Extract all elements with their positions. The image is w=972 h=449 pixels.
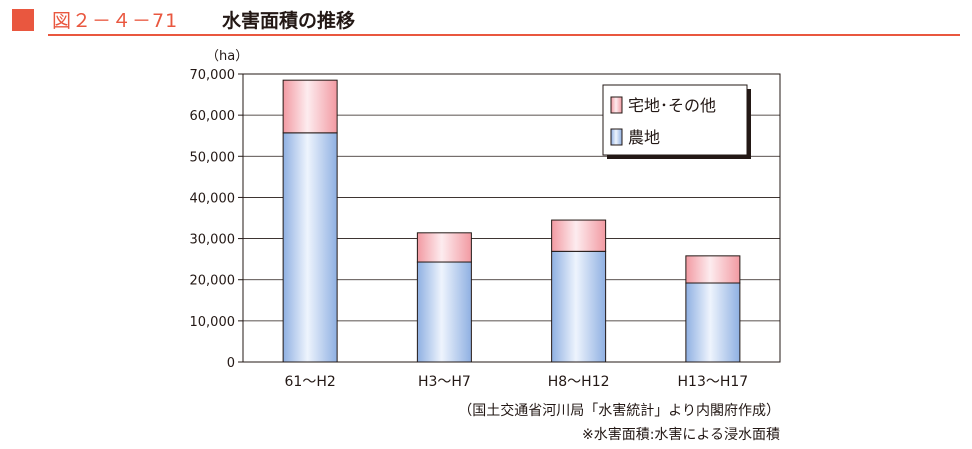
x-tick-label: H3～H7: [418, 374, 471, 390]
y-tick-label: 30,000: [190, 233, 236, 248]
y-tick-label: 20,000: [190, 274, 236, 289]
bar-farmland: [282, 132, 338, 363]
bar-farmland: [685, 282, 741, 363]
bar-residential: [551, 219, 607, 252]
legend: 農地 宅地･その他: [602, 84, 751, 159]
y-axis-ticks: 0 10,000 20,000 30,000 40,000 50,000 60,000 70,…: [190, 68, 243, 371]
legend-label-farmland: 農地: [628, 128, 660, 147]
definition-note: ※水害面積:水害による浸水面積: [581, 427, 780, 443]
x-tick-label: 61～H2: [285, 374, 336, 390]
x-axis-categories: 61～H2 H3～H7 H8～H12 H13～H17: [285, 374, 749, 390]
legend-swatch-farmland: [610, 128, 623, 146]
plot-frame: [242, 73, 781, 363]
legend-swatch-residential: [610, 96, 623, 114]
bar-farmland: [416, 261, 472, 363]
legend-label-residential: 宅地･その他: [628, 96, 716, 115]
header-rule: [48, 34, 960, 36]
x-tick-label: H13～H17: [678, 374, 749, 390]
figure-header: 図２－４－71 水害面積の推移: [0, 0, 972, 40]
source-note: （国土交通省河川局「水害統計」より内閣府作成）: [458, 403, 780, 419]
legend-box: [602, 84, 748, 156]
x-tick-label: H8～H12: [548, 374, 610, 390]
bar-farmland: [551, 250, 607, 363]
bar-residential: [282, 79, 338, 134]
y-tick-label: 40,000: [190, 191, 236, 206]
figure-number: 図２－４－71: [52, 10, 179, 32]
figure-marker-square: [12, 9, 34, 31]
y-tick-label: 50,000: [190, 150, 236, 165]
y-tick-label: 10,000: [190, 315, 236, 330]
bar-residential: [416, 232, 472, 263]
bar-residential: [685, 255, 741, 284]
y-tick-label: 0: [227, 356, 235, 371]
y-axis-unit: （ha）: [206, 49, 248, 64]
y-tick-label: 60,000: [190, 109, 236, 124]
bars: [282, 79, 741, 363]
y-tick-label: 70,000: [190, 68, 236, 83]
figure-title: 水害面積の推移: [222, 10, 356, 32]
